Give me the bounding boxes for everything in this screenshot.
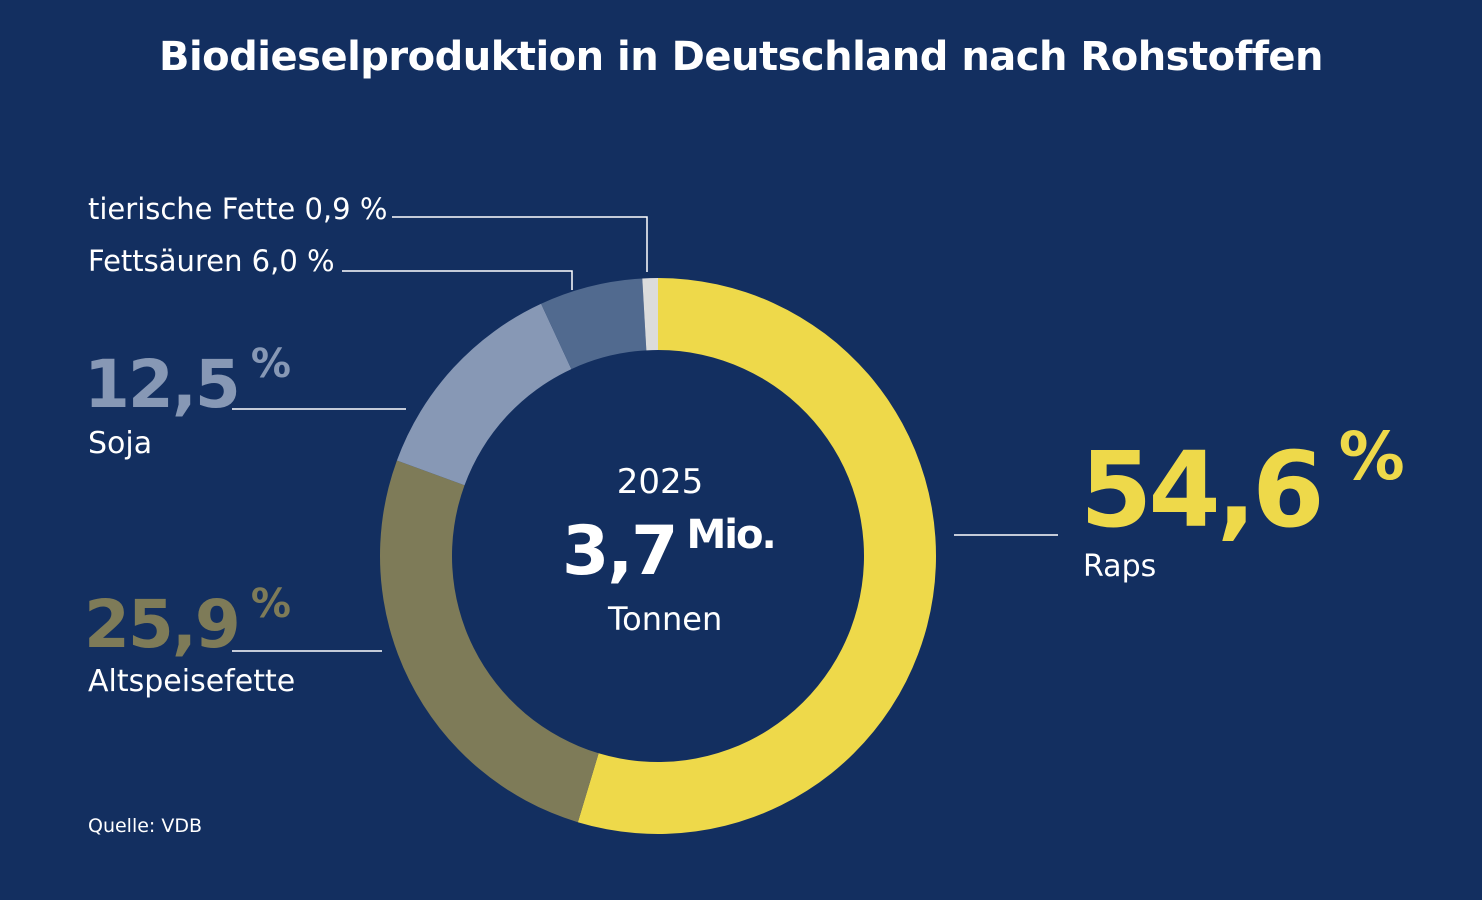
raps-value: 54,6: [1080, 429, 1325, 551]
label-tierische-fette: tierische Fette 0,9 %: [88, 192, 388, 226]
slice-raps: [577, 278, 936, 834]
center-total-value: 3,7: [562, 512, 678, 591]
center-unit-label: Tonnen: [608, 600, 723, 638]
leader-line-fettsaeuren: [342, 270, 573, 290]
label-raps: Raps: [1083, 549, 1157, 584]
center-total: 3,7 Mio.: [562, 512, 777, 591]
slice-tierische-fette: [642, 278, 658, 351]
slice-soja: [396, 303, 572, 486]
raps-percent: 54,6%: [1080, 424, 1405, 543]
chart-title: Biodieselproduktion in Deutschland nach …: [158, 34, 1324, 80]
altspeisefette-percent: 25,9%: [84, 584, 291, 658]
leader-line-tierische-fette: [392, 216, 648, 272]
altspeisefette-unit: %: [250, 581, 291, 627]
label-fettsaeuren: Fettsäuren 6,0 %: [88, 244, 335, 278]
label-altspeisefette: Altspeisefette: [88, 664, 296, 699]
altspeisefette-value: 25,9: [84, 586, 241, 663]
soja-value: 12,5: [84, 346, 241, 423]
source-note: Quelle: VDB: [88, 815, 203, 837]
center-total-unit: Mio.: [686, 512, 776, 558]
soja-unit: %: [250, 341, 291, 387]
slice-fettsaeuren: [541, 278, 647, 370]
slice-altspeisefette: [379, 460, 599, 823]
soja-percent: 12,5%: [84, 344, 291, 418]
label-soja: Soja: [88, 426, 153, 461]
center-year: 2025: [616, 462, 704, 502]
donut-slices: [379, 278, 936, 834]
raps-unit: %: [1338, 418, 1405, 495]
